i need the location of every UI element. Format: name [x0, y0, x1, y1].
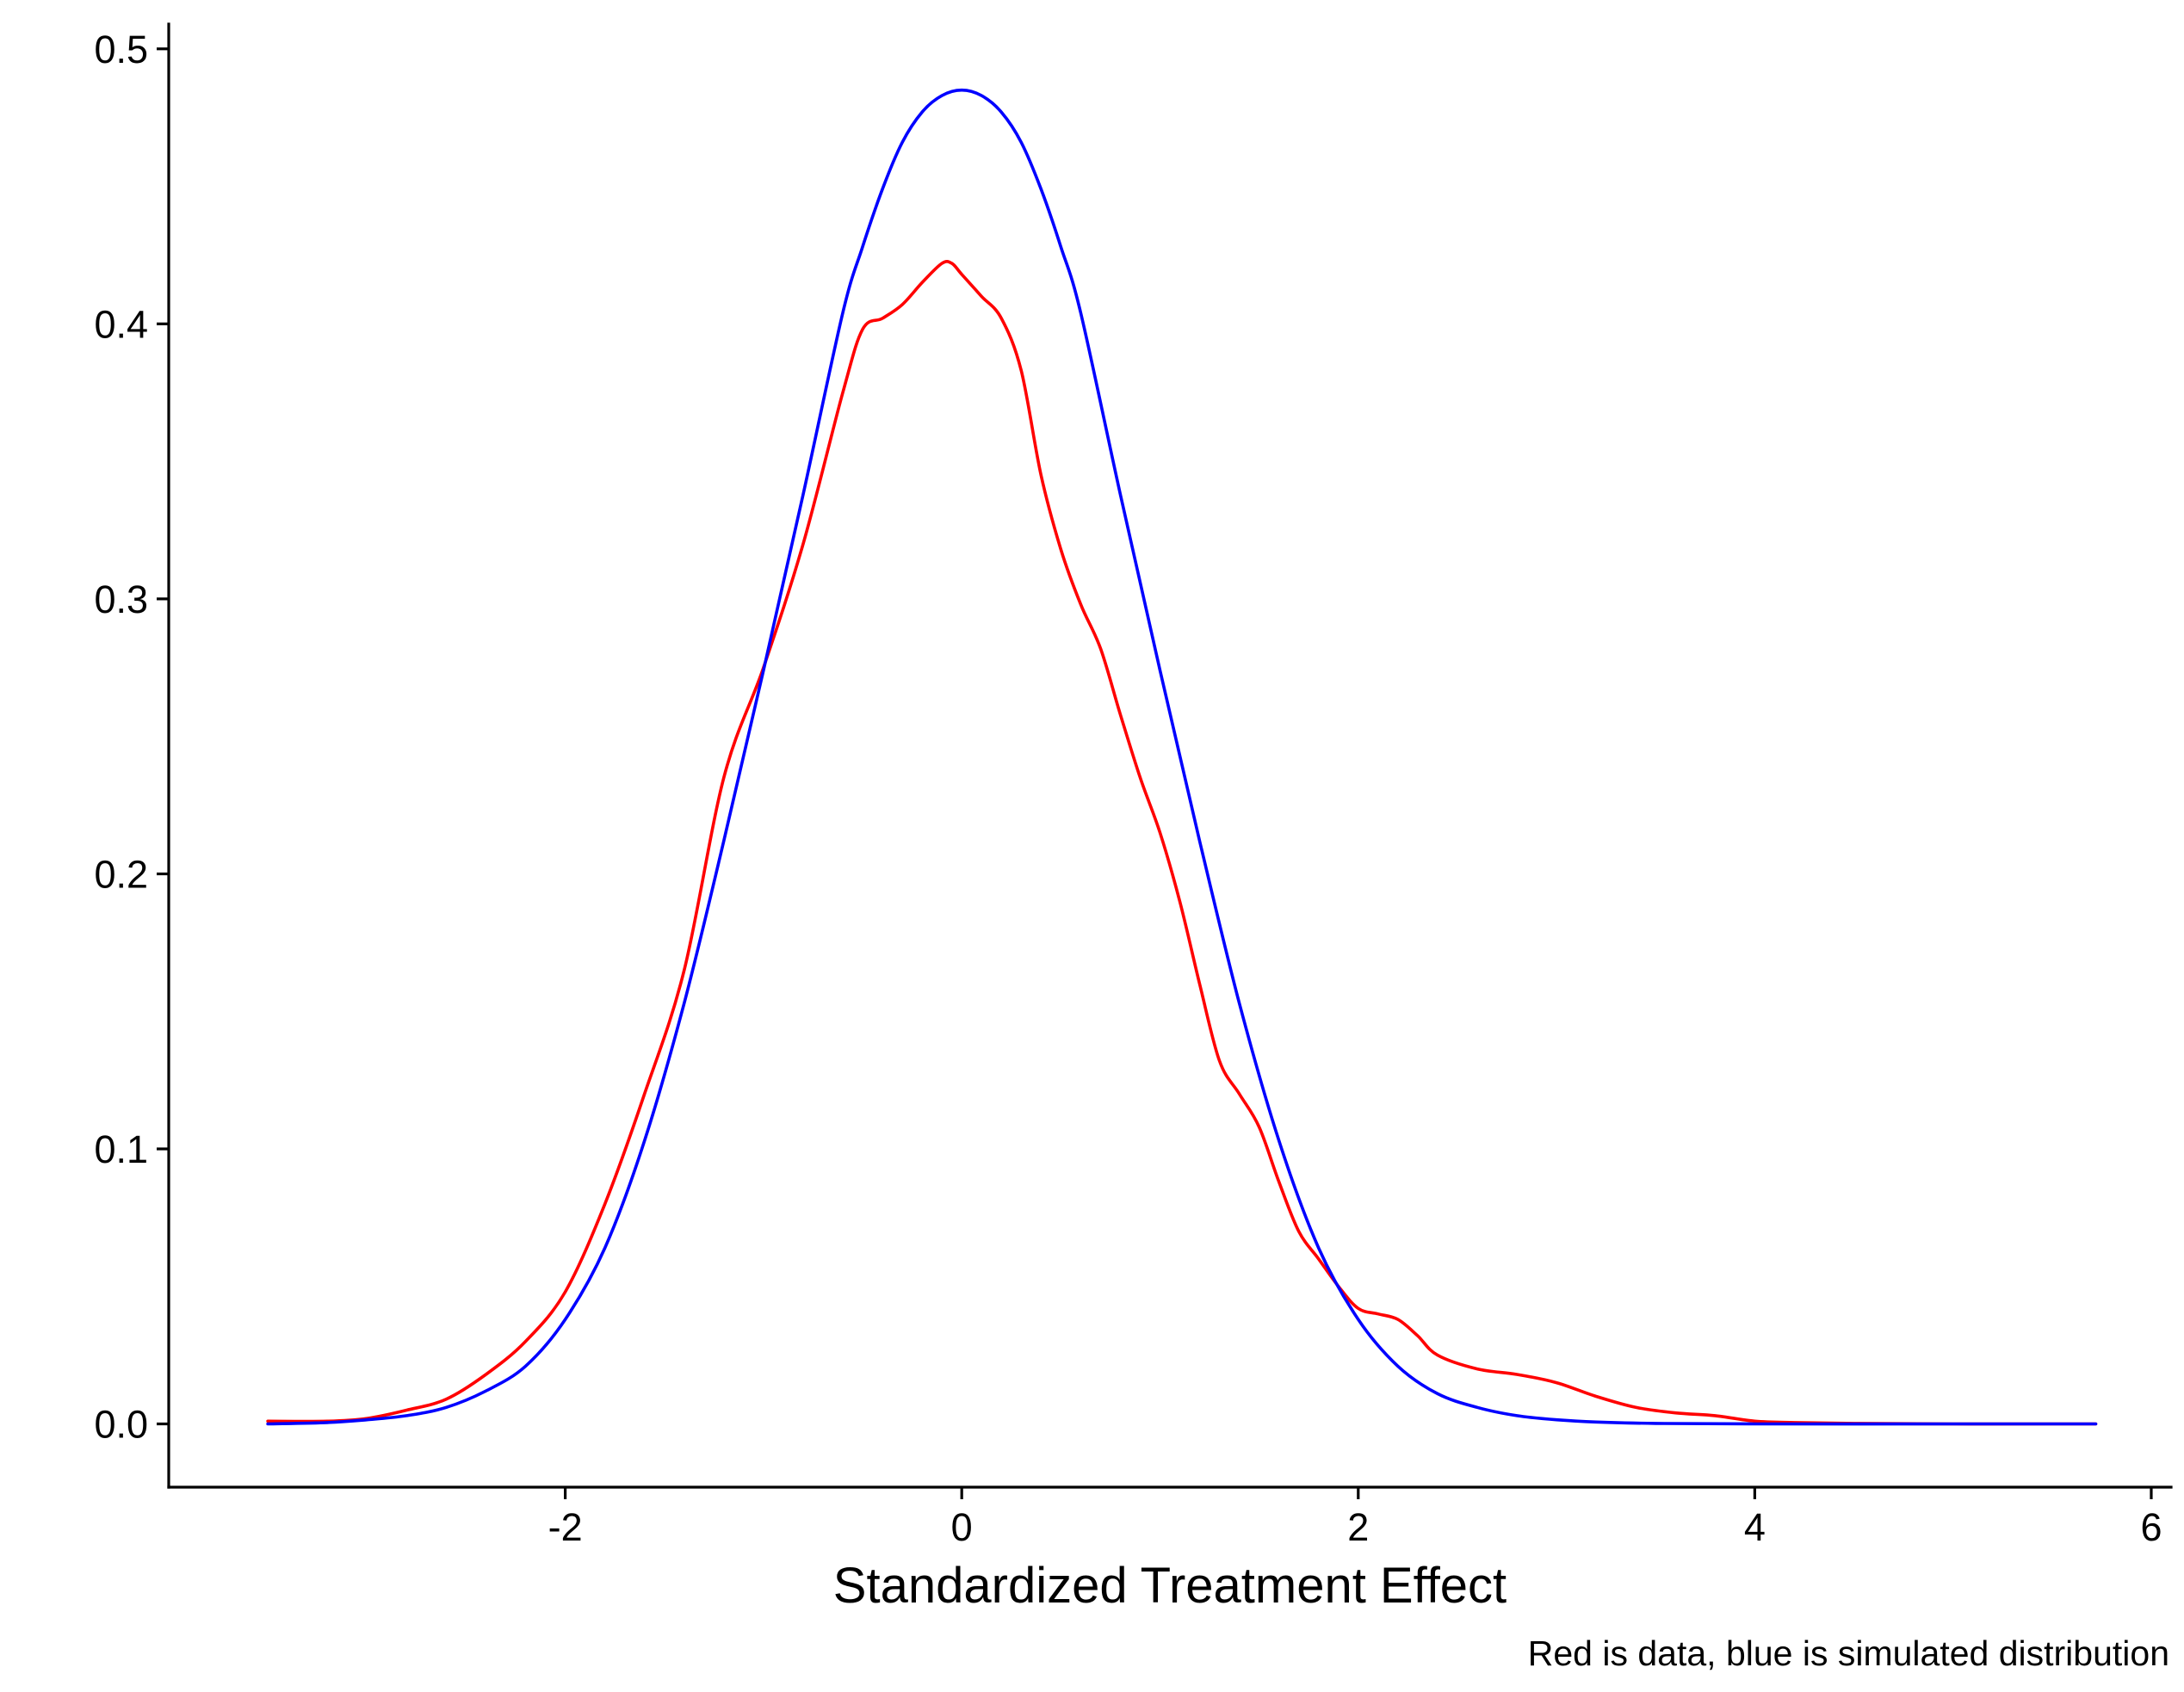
x-axis-ticks: -2 0 2 4 6	[548, 1487, 2162, 1549]
series-line-red	[266, 260, 2098, 1426]
x-tick-label: 2	[1347, 1505, 1369, 1549]
x-tick-label: 4	[1744, 1505, 1766, 1549]
y-tick-label: 0.5	[94, 28, 148, 71]
y-tick-label: 0.2	[94, 852, 148, 896]
y-tick-label: 0.1	[94, 1127, 148, 1171]
y-tick-label: 0.4	[94, 302, 148, 346]
y-tick-label: 0.3	[94, 577, 148, 621]
x-axis-title: Standardized Treatment Effect	[833, 1558, 1507, 1614]
series-line-blue	[266, 88, 2098, 1426]
x-tick-label: 6	[2140, 1505, 2162, 1549]
x-tick-label: 0	[951, 1505, 973, 1549]
x-tick-label: -2	[548, 1505, 583, 1549]
y-axis-ticks: 0.0 0.1 0.2 0.3 0.4 0.5	[94, 28, 169, 1447]
caption: Red is data, blue is simulated distribut…	[1528, 1633, 2169, 1673]
y-tick-label: 0.0	[94, 1403, 148, 1447]
series-layer	[266, 88, 2098, 1426]
